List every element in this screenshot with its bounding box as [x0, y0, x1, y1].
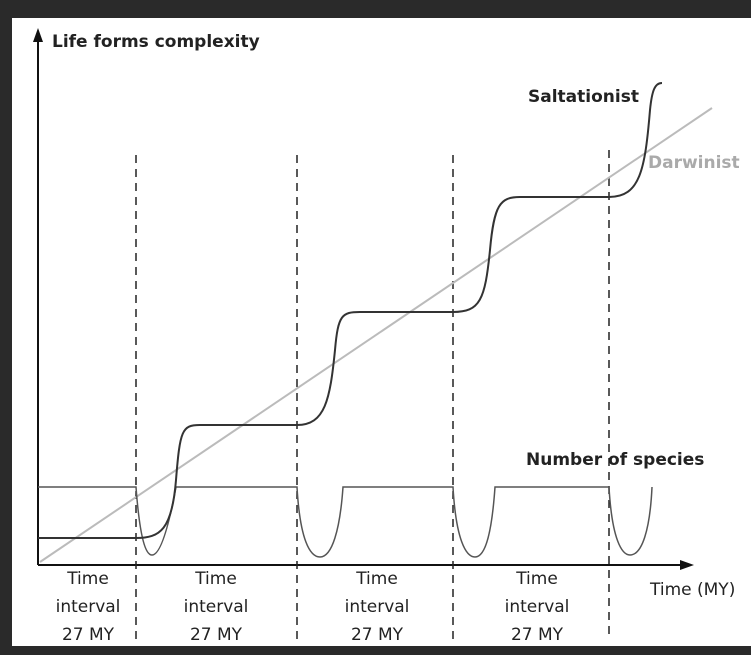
species-curve	[38, 486, 653, 558]
interval-text: 27 MY	[62, 625, 115, 645]
saltationist-curve	[38, 82, 663, 539]
interval-text: 27 MY	[511, 625, 564, 645]
interval-labels: Time interval 27 MY Time interval 27 MY Time in…	[56, 569, 570, 645]
interval-text: 27 MY	[351, 625, 404, 645]
darwinist-line	[39, 107, 713, 563]
interval-text: Time	[194, 569, 237, 589]
x-axis-label: Time (MY)	[649, 580, 735, 600]
x-arrow	[680, 560, 694, 570]
interval-text: 27 MY	[190, 625, 243, 645]
interval-text: interval	[56, 597, 121, 617]
darwinist-label: Darwinist	[648, 153, 740, 173]
y-axis-label: Life forms complexity	[52, 32, 260, 52]
interval-text: Time	[355, 569, 398, 589]
interval-text: interval	[345, 597, 410, 617]
saltationist-label: Saltationist	[528, 87, 639, 107]
interval-text: interval	[184, 597, 249, 617]
species-label: Number of species	[526, 450, 704, 470]
dividers	[135, 150, 610, 640]
y-arrow	[33, 28, 43, 42]
interval-text: Time	[66, 569, 109, 589]
interval-text: Time	[515, 569, 558, 589]
interval-text: interval	[505, 597, 570, 617]
